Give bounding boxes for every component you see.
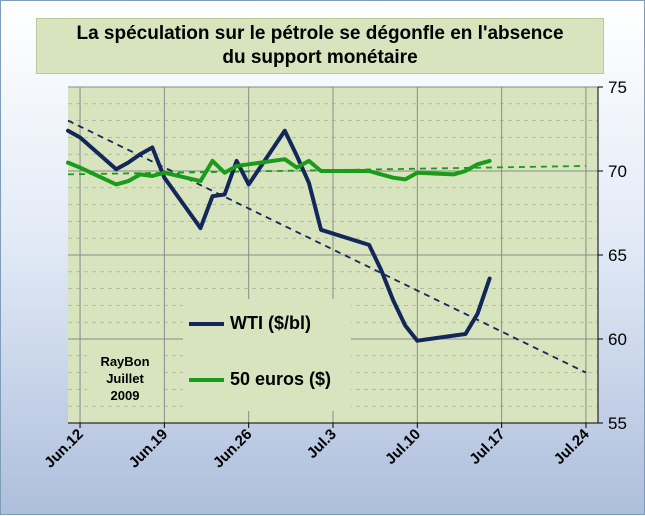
credit-year: 2009 <box>87 387 163 404</box>
y-tick-label: 75 <box>608 78 627 97</box>
legend-label-wti: WTI ($/bl) <box>230 313 311 334</box>
x-tick-label: Jul.17 <box>466 426 508 468</box>
x-tick-label: Jun.26 <box>210 426 256 472</box>
legend-swatch-wti <box>189 322 224 326</box>
credit-month: Juillet <box>87 370 163 387</box>
x-tick-label: Jun.12 <box>41 426 87 472</box>
y-tick-label: 55 <box>608 414 627 433</box>
legend: WTI ($/bl) 50 euros ($) <box>183 299 351 411</box>
y-tick-label: 70 <box>608 162 627 181</box>
legend-swatch-euros <box>189 378 224 382</box>
credit-name: RayBon <box>87 353 163 370</box>
x-tick-label: Jul.10 <box>382 426 424 468</box>
x-tick-label: Jul.3 <box>304 426 340 462</box>
x-tick-label: Jul.24 <box>551 425 594 468</box>
y-tick-label: 65 <box>608 246 627 265</box>
y-tick-label: 60 <box>608 330 627 349</box>
legend-item-euros: 50 euros ($) <box>189 369 331 390</box>
author-credit: RayBon Juillet 2009 <box>87 353 163 404</box>
x-tick-label: Jun.19 <box>126 426 172 472</box>
legend-item-wti: WTI ($/bl) <box>189 313 311 334</box>
legend-label-euros: 50 euros ($) <box>230 369 331 390</box>
